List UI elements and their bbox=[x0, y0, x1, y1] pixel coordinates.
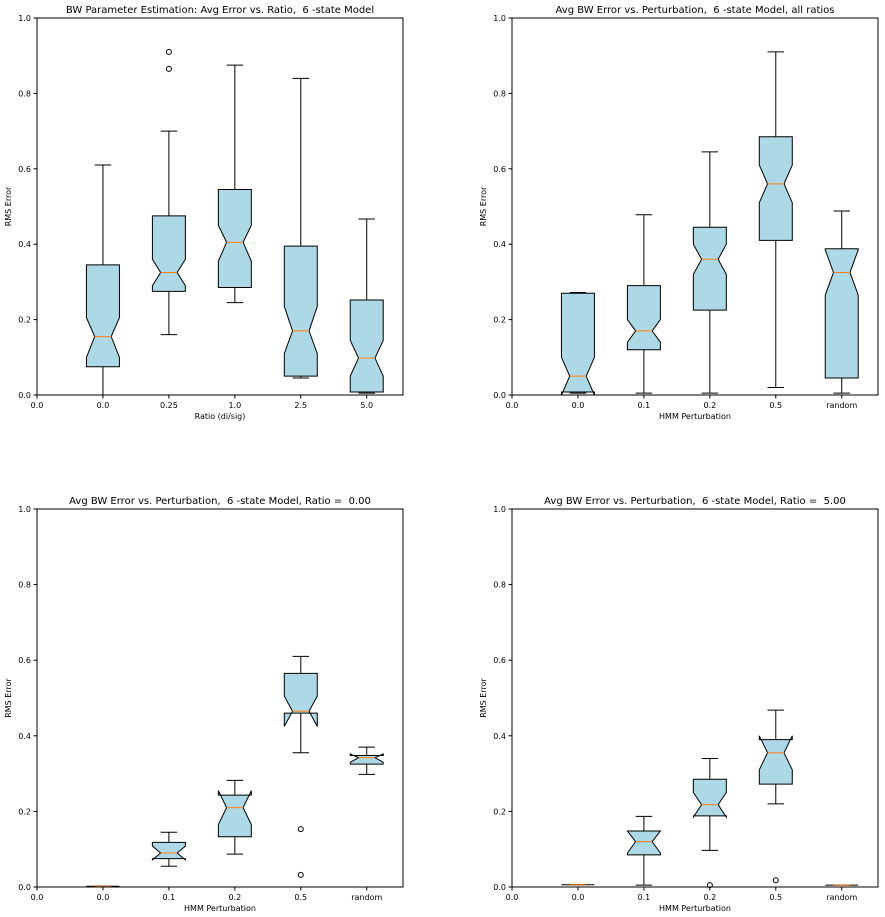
x-tick-label: 0.2 bbox=[228, 893, 241, 902]
chart-title: Avg BW Error vs. Perturbation, 6 -state … bbox=[69, 496, 371, 507]
y-tick-label: 0.6 bbox=[18, 165, 31, 174]
box bbox=[626, 285, 661, 351]
x-axis-label: HMM Perturbation bbox=[659, 412, 731, 421]
y-tick-label: 0.0 bbox=[493, 883, 506, 892]
y-axis-label: RMS Error bbox=[4, 678, 13, 718]
chart-title: Avg BW Error vs. Perturbation, 6 -state … bbox=[544, 496, 846, 507]
box bbox=[151, 841, 186, 861]
chart-title: BW Parameter Estimation: Avg Error vs. R… bbox=[66, 5, 374, 16]
y-tick-label: 0.8 bbox=[493, 89, 506, 98]
y-tick-label: 0.6 bbox=[18, 656, 31, 665]
box bbox=[758, 136, 793, 241]
x-tick-label: 0.0 bbox=[572, 893, 585, 902]
x-tick-label: 0.1 bbox=[638, 893, 651, 902]
box bbox=[283, 245, 318, 377]
y-tick-label: 0.2 bbox=[18, 807, 31, 816]
x-axis-label: HMM Perturbation bbox=[184, 904, 256, 913]
y-tick-label: 0.2 bbox=[493, 316, 506, 325]
box bbox=[349, 753, 384, 765]
plot-frame bbox=[36, 508, 404, 888]
outlier bbox=[772, 877, 779, 884]
x-tick-label: 0.0 bbox=[97, 893, 110, 902]
outlier bbox=[165, 65, 172, 72]
y-tick-label: 0.4 bbox=[18, 240, 31, 249]
x-tick-label: 1.0 bbox=[228, 401, 241, 410]
x-axis-label: HMM Perturbation bbox=[659, 904, 731, 913]
box bbox=[151, 215, 186, 292]
x-tick-label: 0.5 bbox=[769, 401, 782, 410]
y-tick-label: 1.0 bbox=[18, 505, 31, 514]
y-tick-label: 0.2 bbox=[493, 807, 506, 816]
x-axis-label: Ratio (di/sig) bbox=[195, 412, 246, 421]
box bbox=[217, 790, 252, 838]
plot-frame bbox=[511, 17, 879, 396]
x-tick-label: 0.0 bbox=[572, 401, 585, 410]
y-tick-label: 1.0 bbox=[493, 505, 506, 514]
box bbox=[692, 226, 727, 311]
x-tick-label: 0.5 bbox=[769, 893, 782, 902]
box bbox=[217, 189, 252, 289]
y-tick-label: 0.8 bbox=[493, 581, 506, 590]
x-tick-label: random bbox=[351, 893, 382, 902]
x-tick-label: 0.2 bbox=[703, 401, 716, 410]
y-tick-label: 0.4 bbox=[493, 732, 506, 741]
box bbox=[758, 735, 793, 785]
y-tick-label: 0.0 bbox=[18, 883, 31, 892]
x-tick-label: 2.5 bbox=[294, 401, 307, 410]
outlier bbox=[297, 826, 304, 833]
x-tick-label: 0.1 bbox=[638, 401, 651, 410]
x-tick-label: random bbox=[826, 893, 857, 902]
outlier bbox=[297, 871, 304, 878]
y-tick-label: 0.0 bbox=[493, 391, 506, 400]
x-tick-label: 0.0 bbox=[506, 893, 519, 902]
x-tick-label: 0.2 bbox=[703, 893, 716, 902]
y-tick-label: 0.6 bbox=[493, 165, 506, 174]
outlier bbox=[165, 48, 172, 55]
box bbox=[283, 672, 318, 727]
y-tick-label: 1.0 bbox=[493, 14, 506, 23]
x-tick-label: 0.0 bbox=[31, 893, 44, 902]
y-axis-label: RMS Error bbox=[4, 186, 13, 226]
y-tick-label: 0.6 bbox=[493, 656, 506, 665]
plot-frame bbox=[511, 508, 879, 888]
x-tick-label: random bbox=[826, 401, 857, 410]
x-tick-label: 0.0 bbox=[31, 401, 44, 410]
x-tick-label: 0.0 bbox=[506, 401, 519, 410]
y-tick-label: 0.4 bbox=[493, 240, 506, 249]
box bbox=[626, 830, 662, 856]
x-tick-label: 0.0 bbox=[97, 401, 110, 410]
y-tick-label: 0.8 bbox=[18, 89, 31, 98]
y-tick-label: 0.0 bbox=[18, 391, 31, 400]
y-axis-label: RMS Error bbox=[479, 186, 488, 226]
x-tick-label: 0.5 bbox=[294, 893, 307, 902]
box bbox=[349, 299, 384, 393]
chart-title: Avg BW Error vs. Perturbation, 6 -state … bbox=[556, 5, 835, 16]
outlier bbox=[706, 882, 713, 889]
y-axis-label: RMS Error bbox=[479, 678, 488, 718]
box bbox=[824, 248, 859, 379]
y-tick-label: 0.4 bbox=[18, 732, 31, 741]
x-tick-label: 0.1 bbox=[163, 893, 176, 902]
y-tick-label: 0.8 bbox=[18, 581, 31, 590]
box bbox=[85, 264, 120, 368]
x-tick-label: 5.0 bbox=[360, 401, 373, 410]
y-tick-label: 1.0 bbox=[18, 14, 31, 23]
x-tick-label: 0.25 bbox=[160, 401, 178, 410]
box bbox=[692, 778, 727, 819]
y-tick-label: 0.2 bbox=[18, 316, 31, 325]
plot-frame bbox=[36, 17, 404, 396]
box bbox=[560, 292, 595, 396]
